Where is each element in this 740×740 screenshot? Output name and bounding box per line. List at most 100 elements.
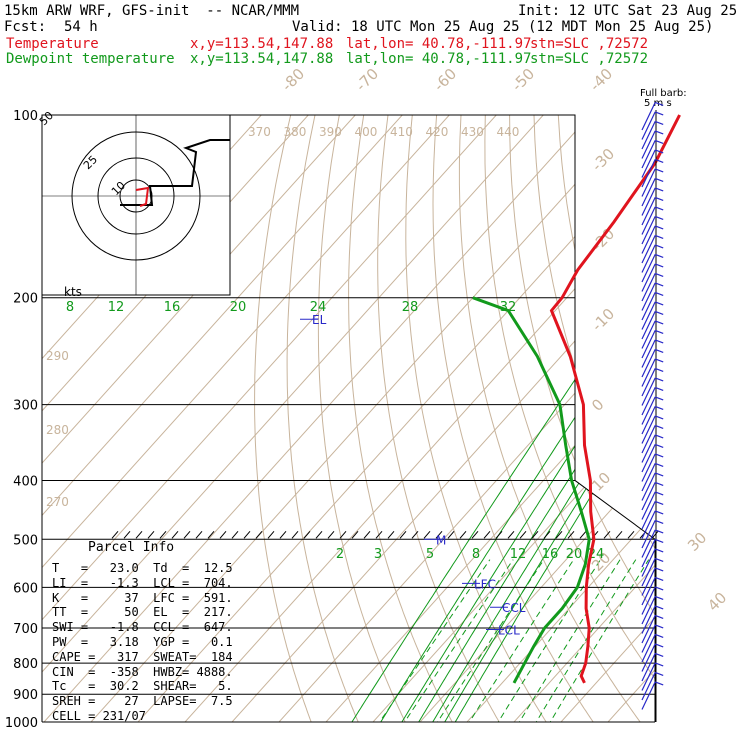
mixing-ratio-line (428, 559, 545, 722)
hatch-mark (399, 530, 407, 539)
wind-barb-flag (654, 358, 664, 363)
wind-barb (641, 140, 656, 169)
wind-barb-flag (654, 320, 664, 325)
wind-barb-flag (654, 557, 664, 562)
wind-barb-flag (654, 462, 664, 467)
wind-barb (641, 206, 656, 235)
pressure-label: 400 (13, 474, 38, 489)
isotherm-line (42, 115, 356, 722)
wind-barb-flag (654, 453, 664, 458)
hatch-mark (267, 530, 275, 539)
isotherm-label: -30 (588, 145, 618, 175)
hatch-mark (531, 530, 539, 539)
wind-barb (641, 681, 656, 710)
dry-adiabat (317, 115, 412, 722)
mixing-ratio-label: 2 (336, 547, 344, 562)
parcel-info-row: CIN = -358 HWBZ= 4888. (52, 664, 233, 679)
wind-barb (641, 577, 656, 606)
parcel-info-row: SWI = -1.8 CCL = 647. (52, 620, 233, 635)
temperature-latlon: lat,lon= 40.78,-111.97 (346, 36, 532, 52)
mixing-ratio-label: 12 (108, 300, 125, 315)
hatch-mark (255, 530, 263, 539)
wind-barb-flag (654, 339, 664, 344)
wind-barb (641, 216, 656, 245)
mixing-ratio-line (542, 559, 650, 722)
wind-barb (641, 672, 656, 701)
wind-barb (641, 510, 656, 539)
wind-barb (641, 396, 656, 425)
wind-barb-flag (654, 177, 664, 182)
wind-barb (641, 121, 656, 150)
isotherm-line (42, 115, 591, 722)
wind-barb (641, 596, 656, 625)
hatch-mark (243, 530, 251, 539)
hatch-mark (207, 530, 215, 539)
dry-adiabat (405, 115, 555, 722)
pressure-label: 200 (13, 292, 38, 307)
dry-adiabat (582, 115, 655, 722)
isotherm-line (455, 115, 655, 722)
dry-adiabat (704, 115, 740, 735)
wind-barb (641, 453, 656, 482)
wind-barb-flag (654, 196, 664, 201)
wind-barb (641, 244, 656, 273)
wind-barb-flag (654, 348, 664, 353)
valid-time: Valid: 18 UTC Mon 25 Aug 25 (12 MDT Mon … (292, 19, 714, 35)
wind-barb (641, 368, 656, 397)
wind-barb (641, 197, 656, 226)
isotherm-label: -70 (352, 65, 382, 95)
wind-barb (641, 235, 656, 264)
theta-label: 290 (46, 349, 69, 363)
mixing-ratio-label: 12 (510, 547, 527, 562)
wind-barb-flag (654, 624, 664, 629)
wind-barb (641, 415, 656, 444)
wind-barb (641, 178, 656, 207)
isotherm-line (42, 115, 403, 722)
theta-label: 410 (390, 125, 413, 139)
wind-barb-flag (654, 586, 664, 591)
pressure-label: 800 (13, 657, 38, 672)
hatch-mark (411, 530, 419, 539)
hatch-mark (447, 530, 455, 539)
wind-barb-flag (654, 301, 664, 306)
theta-label: 420 (426, 125, 449, 139)
wind-barb (641, 130, 656, 159)
wind-barb-flag (654, 529, 664, 534)
level-label-ccl: CCL (502, 601, 526, 615)
dry-adiabat (533, 115, 655, 722)
hatch-mark (171, 530, 179, 539)
pressure-label: 100 (13, 109, 38, 124)
wind-barb (641, 662, 656, 691)
wind-barb-flag (654, 662, 664, 667)
wind-barb-flag (654, 101, 664, 106)
hatch-mark (159, 530, 167, 539)
hatch-mark (147, 530, 155, 539)
hodograph-units: kts (64, 285, 82, 299)
mixing-ratio-label: 20 (566, 547, 583, 562)
isotherm-line (596, 115, 655, 722)
hatch-mark (387, 530, 395, 539)
wind-barb (641, 586, 656, 615)
model-title: 15km ARW WRF, GFS-init -- NCAR/MMM (4, 3, 300, 19)
parcel-info-row: T = 23.0 Td = 12.5 (52, 561, 233, 575)
hatch-mark (627, 530, 635, 539)
wind-barb-flag (654, 120, 664, 125)
isotherm-label: 30 (684, 529, 710, 555)
wind-barb-flag (654, 215, 664, 220)
wind-barb (641, 643, 656, 672)
dry-adiabat (656, 115, 740, 735)
wind-barb-flag (654, 415, 664, 420)
hatch-mark (603, 530, 611, 539)
hatch-mark (339, 530, 347, 539)
parcel-info-row: CELL = 231/07 (52, 709, 146, 723)
dewpoint-profile (472, 296, 591, 684)
dry-adiabat (458, 115, 651, 722)
wind-barb-flag (654, 481, 664, 486)
pressure-label: 600 (13, 581, 38, 596)
fcst-value: 54 h (64, 19, 98, 35)
hatch-mark (291, 530, 299, 539)
mixing-ratio-label: 32 (500, 300, 517, 315)
wind-barb (641, 406, 656, 435)
mixing-ratio-line (395, 559, 514, 722)
parcel-info-row: PW = 3.18 YGP = 0.1 (52, 635, 233, 649)
